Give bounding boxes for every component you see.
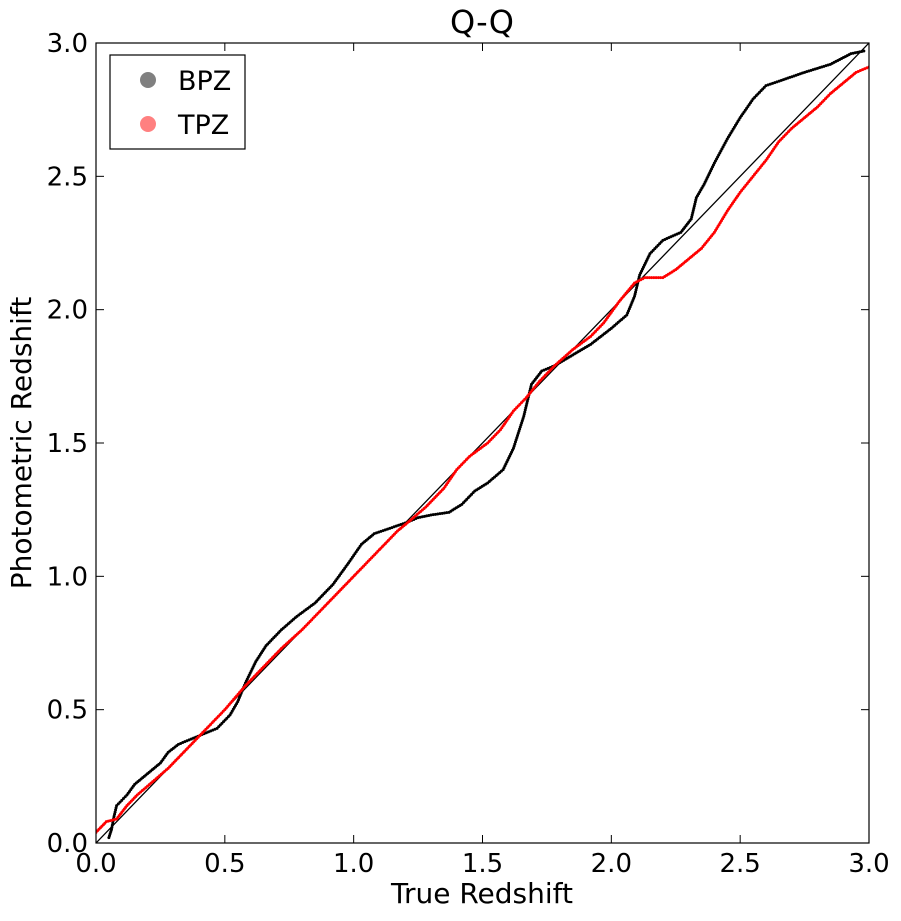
data-point-bpz xyxy=(110,823,114,827)
data-point-bpz xyxy=(445,511,449,515)
x-tick-label: 2.5 xyxy=(719,849,760,879)
y-tick-label: 3.0 xyxy=(47,29,88,59)
x-tick-label: 2.0 xyxy=(591,849,632,879)
legend-box xyxy=(109,54,246,150)
y-tick-label: 2.5 xyxy=(47,162,88,192)
plot-area xyxy=(96,43,869,843)
legend-label-tpz: TPZ xyxy=(177,110,229,141)
data-point-bpz xyxy=(433,512,437,516)
data-point-tpz xyxy=(643,276,647,280)
legend-label-bpz: BPZ xyxy=(178,66,231,97)
x-tick-label: 1.0 xyxy=(333,849,374,879)
data-point-bpz xyxy=(436,512,440,516)
axes-layer: 0.0 0.5 1.0 1.5 2.0 2.5 3.0 0.0 0.5 1.0 1.5 2.0 2.5 3… xyxy=(47,29,890,879)
y-tick-label: 1.0 xyxy=(47,562,88,592)
data-point-bpz xyxy=(429,513,433,517)
x-tick-label: 1.5 xyxy=(462,849,503,879)
y-tick-label: 1.5 xyxy=(47,429,88,459)
x-tick-label: 3.0 xyxy=(848,849,889,879)
data-point-tpz xyxy=(650,276,654,280)
data-point-tpz xyxy=(654,276,658,280)
data-point-bpz xyxy=(440,511,444,515)
x-tick-label: 0.0 xyxy=(75,849,116,879)
legend-marker-tpz xyxy=(140,116,156,132)
data-point-bpz xyxy=(111,821,115,825)
data-point-bpz xyxy=(109,828,113,832)
y-tick-label: 0.5 xyxy=(47,696,88,726)
series-bpz xyxy=(107,49,866,840)
data-point-tpz xyxy=(647,276,651,280)
plot-layer xyxy=(96,43,869,843)
legend-marker-bpz xyxy=(140,72,156,88)
x-axis-label: True Redshift xyxy=(390,877,573,910)
data-point-bpz xyxy=(438,512,442,516)
y-tick-label: 0.0 xyxy=(47,829,88,859)
x-tick-label: 0.5 xyxy=(204,849,245,879)
data-point-tpz xyxy=(656,276,660,280)
y-axis-label: Photometric Redshift xyxy=(5,297,38,590)
data-point-bpz xyxy=(862,49,866,53)
chart-title: Q-Q xyxy=(450,3,514,41)
legend: BPZ TPZ xyxy=(109,54,246,150)
series-tpz xyxy=(96,65,869,834)
data-point-tpz xyxy=(645,276,649,280)
data-point-bpz xyxy=(442,511,446,515)
data-point-bpz xyxy=(110,825,114,829)
y-tick-label: 2.0 xyxy=(47,296,88,326)
data-point-tpz xyxy=(652,276,656,280)
data-point-bpz xyxy=(431,513,435,517)
data-point-tpz xyxy=(659,276,663,280)
